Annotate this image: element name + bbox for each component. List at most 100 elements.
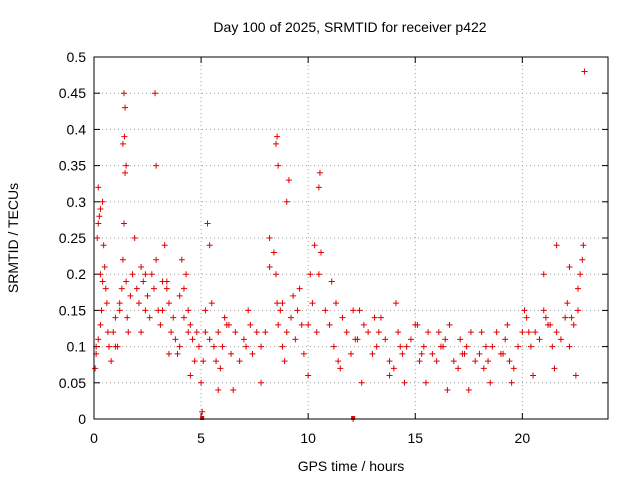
data-point [221, 314, 228, 321]
data-point [165, 350, 172, 357]
data-point [253, 329, 260, 336]
plot-frame [93, 56, 609, 420]
data-point [515, 343, 522, 350]
data-point [180, 314, 187, 321]
data-point [485, 358, 492, 365]
y-tick-label: 0.3 [67, 194, 87, 210]
data-point [392, 300, 399, 307]
data-point [97, 271, 104, 278]
data-point [377, 314, 384, 321]
data-point [530, 372, 537, 379]
data-point [283, 329, 290, 336]
data-point [127, 292, 134, 299]
data-point [480, 365, 487, 372]
tick-layer: 0 0.05 0.1 0.15 0.2 0.25 0.3 0.35 0.4 0.45 0.5 0 5 10… [59, 49, 608, 446]
data-point [110, 329, 117, 336]
data-point [122, 169, 129, 176]
data-point [472, 358, 479, 365]
data-point [553, 242, 560, 249]
data-point [504, 321, 511, 328]
data-point [575, 307, 582, 314]
data-point [360, 321, 367, 328]
data-point [290, 292, 297, 299]
data-point [206, 336, 213, 343]
data-point [215, 329, 222, 336]
y-tick-label: 0 [78, 411, 86, 427]
data-point [266, 263, 273, 270]
data-point [547, 321, 554, 328]
data-point [305, 321, 312, 328]
data-point [225, 321, 232, 328]
data-point [373, 343, 380, 350]
data-point [510, 365, 517, 372]
data-point [191, 358, 198, 365]
data-point [322, 307, 329, 314]
data-point [116, 300, 123, 307]
data-point [189, 336, 196, 343]
data-point [382, 336, 389, 343]
data-point [183, 271, 190, 278]
data-point [279, 300, 286, 307]
data-point [195, 343, 202, 350]
data-point [273, 140, 280, 147]
y-tick-label: 0.25 [59, 230, 86, 246]
data-point [247, 321, 254, 328]
data-point [309, 300, 316, 307]
data-point [240, 336, 247, 343]
data-point [217, 365, 224, 372]
data-point [281, 358, 288, 365]
data-point [153, 256, 160, 263]
data-point [277, 307, 284, 314]
data-point [292, 336, 299, 343]
data-point [435, 329, 442, 336]
data-point [122, 104, 129, 111]
data-point [101, 263, 108, 270]
data-point [274, 300, 281, 307]
data-point [102, 285, 109, 292]
data-point [97, 321, 104, 328]
data-point [163, 278, 170, 285]
data-point [119, 140, 126, 147]
data-point [540, 307, 547, 314]
data-point [540, 271, 547, 278]
data-point [579, 256, 586, 263]
data-point [422, 379, 429, 386]
data-point [407, 336, 414, 343]
data-point [414, 321, 421, 328]
data-point [375, 329, 382, 336]
chart-title: Day 100 of 2025, SRMTID for receiver p42… [213, 19, 486, 35]
data-point [337, 365, 344, 372]
data-point [525, 329, 532, 336]
data-point [129, 271, 136, 278]
data-point [348, 350, 354, 357]
data-point [99, 278, 106, 285]
data-point [335, 358, 342, 365]
x-tick-label: 20 [515, 430, 531, 446]
data-point [339, 314, 346, 321]
data-point [487, 379, 494, 386]
data-point [210, 343, 217, 350]
data-point [108, 358, 115, 365]
data-point [131, 235, 138, 241]
data-point [124, 314, 131, 321]
data-point [172, 336, 179, 343]
data-point [298, 321, 305, 328]
data-point [553, 329, 560, 336]
data-point [99, 198, 106, 205]
data-point [570, 321, 577, 328]
data-point [315, 271, 322, 278]
data-point [200, 358, 207, 365]
data-point [420, 343, 427, 350]
data-point [112, 343, 119, 350]
data-point [98, 307, 105, 314]
data-point [403, 343, 410, 350]
data-point [433, 358, 440, 365]
data-point [213, 358, 220, 365]
data-point [440, 343, 447, 350]
data-point [174, 350, 181, 357]
data-point [575, 285, 582, 292]
data-point [532, 329, 539, 336]
data-point [508, 379, 515, 386]
data-point [369, 350, 376, 357]
data-point [140, 278, 147, 285]
